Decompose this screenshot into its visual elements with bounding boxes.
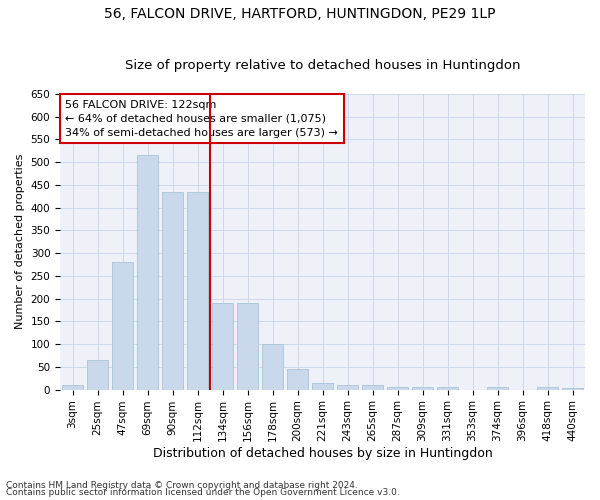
Bar [387, 388, 408, 390]
Bar [562, 388, 583, 390]
Bar [187, 192, 208, 390]
Bar [337, 385, 358, 390]
Y-axis label: Number of detached properties: Number of detached properties [15, 154, 25, 330]
Bar [412, 388, 433, 390]
X-axis label: Distribution of detached houses by size in Huntingdon: Distribution of detached houses by size … [152, 447, 493, 460]
Bar [212, 303, 233, 390]
Text: 56, FALCON DRIVE, HARTFORD, HUNTINGDON, PE29 1LP: 56, FALCON DRIVE, HARTFORD, HUNTINGDON, … [104, 8, 496, 22]
Bar [62, 385, 83, 390]
Text: Contains public sector information licensed under the Open Government Licence v3: Contains public sector information licen… [6, 488, 400, 497]
Bar [287, 369, 308, 390]
Bar [237, 303, 258, 390]
Bar [312, 383, 333, 390]
Bar [137, 156, 158, 390]
Bar [162, 192, 183, 390]
Bar [437, 388, 458, 390]
Bar [87, 360, 108, 390]
Text: 56 FALCON DRIVE: 122sqm
← 64% of detached houses are smaller (1,075)
34% of semi: 56 FALCON DRIVE: 122sqm ← 64% of detache… [65, 100, 338, 138]
Title: Size of property relative to detached houses in Huntingdon: Size of property relative to detached ho… [125, 59, 520, 72]
Bar [537, 388, 558, 390]
Text: Contains HM Land Registry data © Crown copyright and database right 2024.: Contains HM Land Registry data © Crown c… [6, 480, 358, 490]
Bar [362, 385, 383, 390]
Bar [112, 262, 133, 390]
Bar [262, 344, 283, 390]
Bar [487, 388, 508, 390]
